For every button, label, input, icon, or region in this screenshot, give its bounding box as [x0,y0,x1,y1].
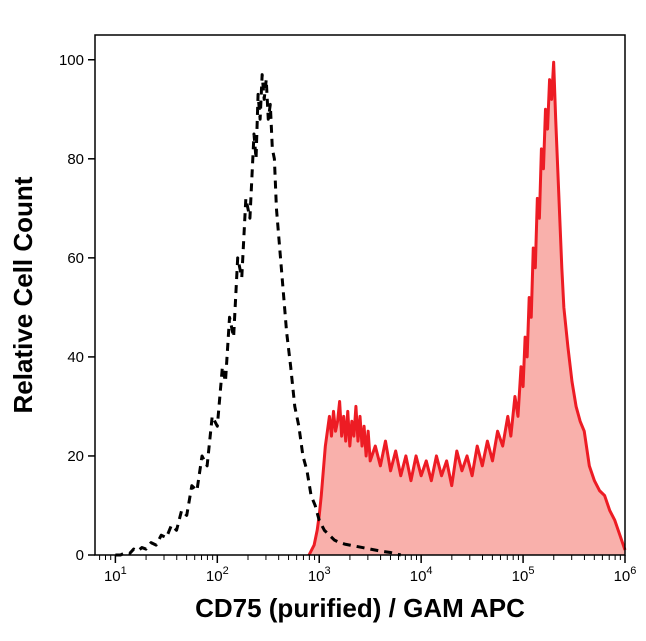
svg-text:0: 0 [76,547,84,564]
svg-text:60: 60 [67,250,84,267]
svg-text:20: 20 [67,448,84,465]
svg-text:80: 80 [67,151,84,168]
chart-svg: 0 20 40 60 80 100 101 102 103 104 105 106 Relative C… [0,0,646,641]
flow-cytometry-histogram: 0 20 40 60 80 100 101 102 103 104 105 106 Relative C… [0,0,646,641]
svg-text:103: 103 [308,565,331,585]
svg-text:100: 100 [59,52,84,69]
x-axis-ticks: 101 102 103 104 105 106 [100,555,637,585]
series-stained-fill [309,62,625,555]
svg-text:106: 106 [614,565,637,585]
svg-text:104: 104 [410,565,433,585]
y-axis-title: Relative Cell Count [8,176,38,413]
x-axis-title: CD75 (purified) / GAM APC [195,593,525,623]
svg-text:40: 40 [67,349,84,366]
svg-text:105: 105 [512,565,535,585]
svg-text:101: 101 [104,565,127,585]
y-axis-ticks: 0 20 40 60 80 100 [59,52,95,564]
svg-text:102: 102 [206,565,229,585]
